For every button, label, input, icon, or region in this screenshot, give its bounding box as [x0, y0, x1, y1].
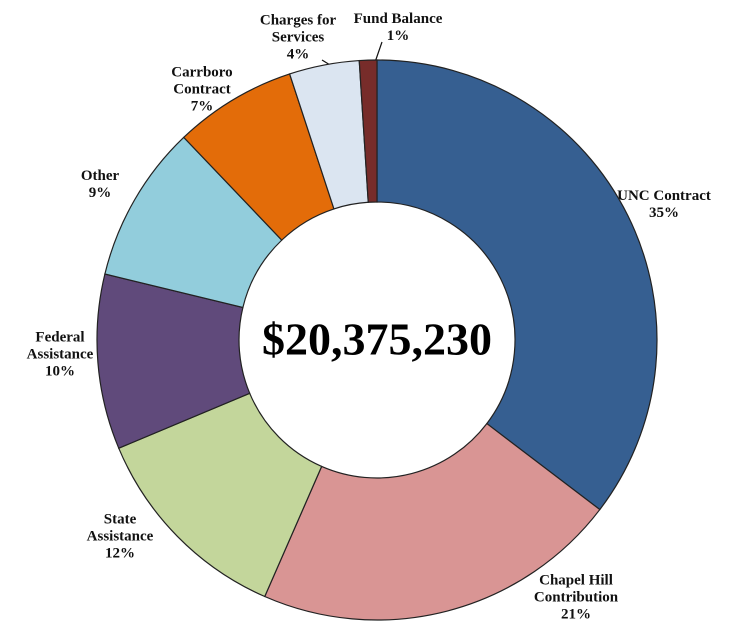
slice-label: UNC Contract 35%	[589, 188, 739, 222]
category-label: Other	[80, 168, 120, 184]
donut-slice	[358, 59, 378, 203]
slice-label: Federal Assistance 10%	[13, 330, 108, 381]
value-label: 9%	[88, 185, 112, 201]
center-label: $20,375,230	[262, 314, 492, 365]
value-label: 21%	[561, 606, 591, 623]
slice-label: Other 9%	[53, 168, 148, 202]
slice-label: State Assistance 12%	[73, 512, 168, 563]
category-label: Chapel Hill Contribution	[533, 572, 619, 606]
category-label: Federal Assistance	[26, 329, 94, 363]
category-label: Charges for Services	[259, 12, 337, 46]
category-label: Fund Balance	[353, 11, 443, 27]
value-label: 12%	[105, 545, 135, 562]
donut-slice	[376, 59, 658, 511]
category-label: State Assistance	[86, 511, 154, 545]
category-label: Carrboro Contract	[171, 64, 233, 98]
slice-label: Chapel Hill Contribution 21%	[521, 573, 631, 624]
value-label: 35%	[649, 205, 679, 221]
donut-slice	[263, 422, 601, 621]
value-label: 7%	[190, 98, 214, 115]
donut-slice	[117, 392, 323, 598]
category-label: UNC Contract	[617, 188, 711, 204]
value-label: 4%	[286, 46, 310, 63]
value-label: 10%	[45, 363, 75, 380]
slice-label: Carrboro Contract 7%	[155, 65, 250, 116]
slice-label: Charges for Services 4%	[251, 13, 346, 64]
value-label: 1%	[386, 28, 410, 44]
slice-label: Fund Balance 1%	[328, 11, 468, 45]
